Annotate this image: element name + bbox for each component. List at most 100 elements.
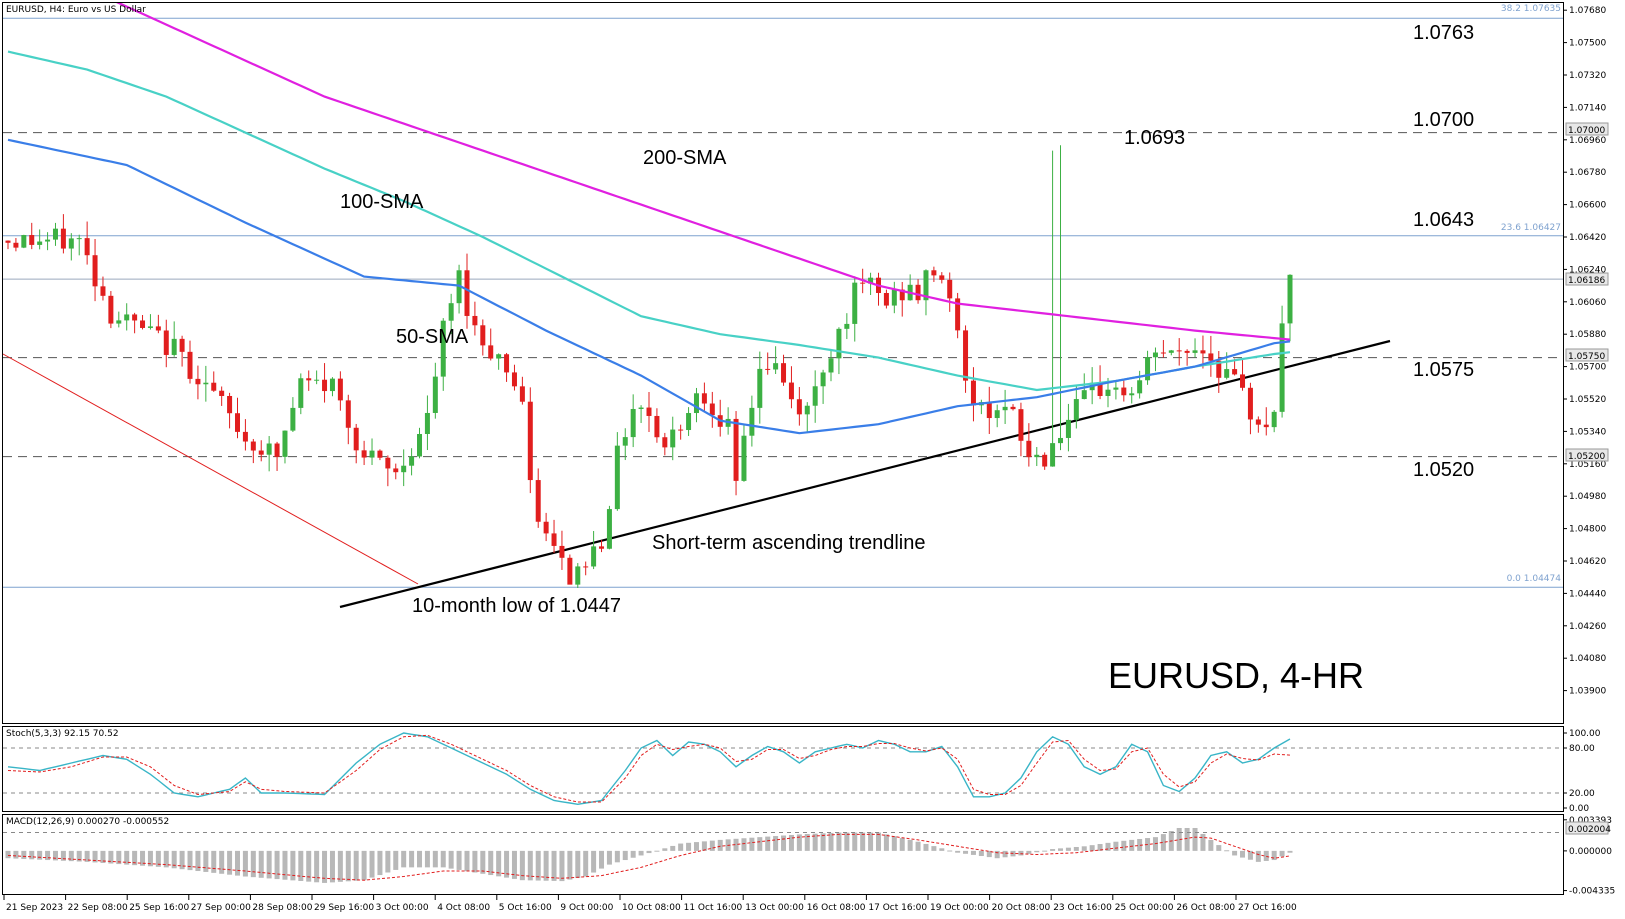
macd-histogram-bar bbox=[614, 850, 620, 863]
macd-histogram-bar bbox=[836, 832, 842, 851]
candle-body bbox=[686, 413, 692, 431]
macd-tick-label: -0.004335 bbox=[1569, 887, 1615, 897]
macd-histogram-bar bbox=[424, 850, 430, 868]
price-tick-label: 1.04260 bbox=[1569, 622, 1606, 632]
candle-body bbox=[68, 238, 74, 249]
candle-body bbox=[1097, 382, 1103, 396]
candle-body bbox=[361, 450, 367, 458]
high-label: 1.0693 bbox=[1124, 127, 1185, 149]
macd-histogram-bar bbox=[1287, 850, 1293, 853]
candle-body bbox=[1232, 369, 1238, 375]
macd-histogram-bar bbox=[1176, 827, 1182, 851]
candle-body bbox=[1192, 350, 1198, 353]
macd-histogram-bar bbox=[124, 850, 130, 865]
macd-histogram-bar bbox=[891, 836, 897, 851]
candle-body bbox=[195, 378, 201, 385]
candle-body bbox=[1042, 454, 1048, 467]
sma100-line bbox=[7, 50, 1291, 392]
macd-histogram-bar bbox=[638, 850, 644, 856]
candle-body bbox=[1034, 454, 1040, 458]
candle-body bbox=[393, 468, 399, 473]
candle-body bbox=[227, 395, 233, 414]
price-tick-label: 1.06780 bbox=[1569, 168, 1606, 178]
macd-histogram-bar bbox=[773, 836, 779, 851]
macd-histogram-bar bbox=[100, 850, 106, 863]
macd-histogram-bar bbox=[1073, 846, 1079, 851]
candle-body bbox=[527, 401, 533, 481]
macd-histogram-bar bbox=[258, 850, 264, 878]
candle-body bbox=[733, 418, 739, 481]
stoch-panel bbox=[2, 726, 1564, 812]
macd-histogram-bar bbox=[187, 850, 193, 871]
macd-histogram-bar bbox=[955, 850, 961, 853]
candle-body bbox=[116, 320, 122, 324]
candle-body bbox=[274, 443, 280, 457]
macd-histogram-bar bbox=[155, 850, 161, 867]
candle-body bbox=[701, 393, 707, 404]
time-tick-label: 21 Sep 2023 bbox=[6, 903, 63, 913]
macd-histogram-bar bbox=[448, 850, 454, 869]
candle-body bbox=[883, 292, 889, 306]
candle-body bbox=[203, 382, 209, 385]
macd-histogram-bar bbox=[1232, 850, 1238, 856]
price-tag-1: 1.07000 bbox=[1568, 126, 1605, 136]
candle-body bbox=[52, 228, 58, 240]
candle-body bbox=[638, 407, 644, 409]
candle-body bbox=[844, 323, 850, 329]
price-tick-label: 1.04980 bbox=[1569, 492, 1606, 502]
candle-body bbox=[92, 255, 98, 287]
macd-histogram-bar bbox=[796, 834, 802, 851]
macd-histogram-bar bbox=[907, 839, 913, 851]
fib-0-label: 0.0 1.04474 bbox=[1507, 574, 1562, 584]
macd-histogram-bar bbox=[298, 850, 304, 882]
price-tick-label: 1.04440 bbox=[1569, 589, 1606, 599]
macd-histogram-bar bbox=[21, 850, 27, 859]
price-tick-label: 1.07320 bbox=[1569, 71, 1606, 81]
candle-body bbox=[298, 378, 304, 408]
candle-body bbox=[939, 275, 945, 280]
candle-body bbox=[1176, 350, 1182, 352]
macd-histogram-bar bbox=[108, 850, 114, 864]
candle-body bbox=[1002, 406, 1008, 411]
macd-histogram-bar bbox=[68, 850, 74, 862]
candle-body bbox=[788, 382, 794, 400]
stoch-tick-label: 20.00 bbox=[1569, 789, 1595, 799]
price-tick-label: 1.04080 bbox=[1569, 654, 1606, 664]
macd-histogram-bar bbox=[504, 850, 510, 878]
macd-histogram-bar bbox=[1279, 850, 1285, 857]
macd-histogram-bar bbox=[393, 850, 399, 870]
candle-body bbox=[781, 363, 787, 383]
macd-histogram-bar bbox=[1137, 838, 1143, 851]
macd-histogram-bar bbox=[1105, 842, 1111, 851]
candle-body bbox=[163, 330, 169, 355]
time-tick-label: 11 Oct 16:00 bbox=[684, 903, 743, 913]
price-tag-3: 1.05750 bbox=[1568, 352, 1605, 362]
macd-histogram-bar bbox=[234, 850, 240, 876]
candle-body bbox=[266, 443, 272, 455]
candle-body bbox=[757, 368, 763, 408]
candle-body bbox=[915, 284, 921, 301]
candle-body bbox=[1137, 380, 1143, 394]
macd-histogram-bar bbox=[757, 837, 763, 851]
candle-body bbox=[448, 303, 454, 321]
candle-body bbox=[543, 521, 549, 534]
candle-body bbox=[1184, 350, 1190, 353]
macd-histogram-bar bbox=[654, 850, 660, 852]
candle-body bbox=[567, 557, 573, 585]
price-tick-label: 1.03900 bbox=[1569, 687, 1606, 697]
candle-body bbox=[836, 328, 842, 359]
candle-body bbox=[519, 386, 525, 402]
candle-body bbox=[773, 363, 779, 370]
macd-histogram-bar bbox=[994, 850, 1000, 859]
trendlines bbox=[2, 339, 1391, 609]
candle-body bbox=[1026, 440, 1032, 458]
candle-body bbox=[986, 402, 992, 419]
price-tick-label: 1.04620 bbox=[1569, 557, 1606, 567]
macd-histogram-bar bbox=[1018, 850, 1024, 856]
candle-body bbox=[124, 314, 130, 321]
price-tick-label: 1.05880 bbox=[1569, 330, 1606, 340]
candle-body bbox=[1081, 390, 1087, 400]
macd-histogram-bar bbox=[76, 850, 82, 862]
stoch-k-line bbox=[7, 732, 1291, 806]
macd-histogram-bar bbox=[947, 850, 953, 852]
